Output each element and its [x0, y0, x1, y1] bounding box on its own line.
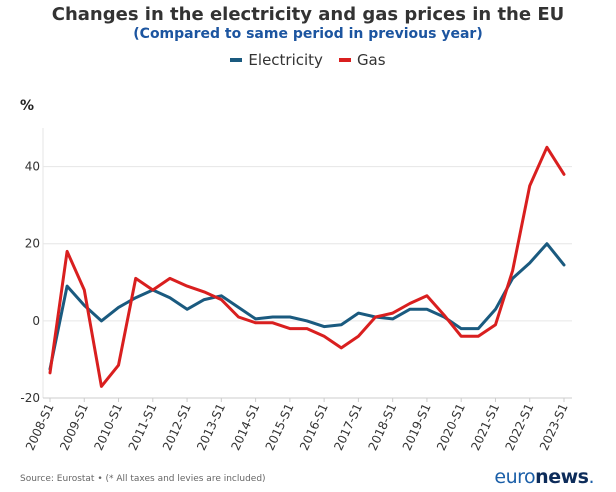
x-tick-label: 2015-S1: [263, 401, 297, 452]
brand-part2: news: [535, 466, 589, 488]
x-tick-label: 2023-S1: [537, 401, 571, 452]
series-line-electricity: [48, 242, 566, 371]
line-chart: -20 0 20 40 2008-S1 2009-S1 2010-S1 2011-S1 2012…: [20, 128, 572, 453]
x-tick-label: 2011-S1: [126, 401, 160, 452]
x-tick-label: 2014-S1: [228, 401, 262, 452]
x-tick-label: 2021-S1: [468, 401, 502, 452]
legend-swatch-electricity: [230, 58, 243, 62]
brand-part1: euro: [494, 466, 536, 488]
x-tick-label: 2020-S1: [434, 401, 468, 452]
y-tick-label: 40: [25, 160, 40, 174]
y-tick-label: 0: [32, 314, 40, 328]
x-tick-label: 2013-S1: [194, 401, 228, 452]
chart-subtitle: (Compared to same period in previous yea…: [133, 26, 483, 42]
y-axis-unit: %: [20, 98, 35, 114]
x-tick-label: 2008-S1: [23, 401, 57, 452]
legend-item-gas[interactable]: Gas: [338, 51, 386, 69]
legend-label-electricity: Electricity: [248, 51, 323, 69]
x-tick-label: 2017-S1: [331, 401, 365, 452]
x-tick-label: 2018-S1: [366, 401, 400, 452]
x-tick-label: 2022-S1: [503, 401, 537, 452]
source-note: Source: Eurostat • (* All taxes and levi…: [20, 474, 266, 484]
x-tick-label: 2016-S1: [297, 401, 331, 452]
euronews-logo[interactable]: euronews.: [494, 466, 594, 488]
chart-title: Changes in the electricity and gas price…: [51, 4, 565, 25]
legend-label-gas: Gas: [356, 51, 386, 69]
y-tick-label: -20: [20, 391, 40, 405]
x-tick-label: 2009-S1: [57, 401, 91, 452]
legend-swatch-gas: [338, 58, 351, 62]
series-line-gas: [48, 145, 566, 388]
x-tick-label: 2012-S1: [160, 401, 194, 452]
y-tick-label: 20: [25, 237, 40, 251]
x-tick-label: 2010-S1: [91, 401, 125, 452]
x-tick-label: 2019-S1: [400, 401, 434, 452]
legend: Electricity Gas: [0, 51, 616, 69]
brand-dot: .: [588, 466, 594, 488]
legend-item-electricity[interactable]: Electricity: [230, 51, 323, 69]
